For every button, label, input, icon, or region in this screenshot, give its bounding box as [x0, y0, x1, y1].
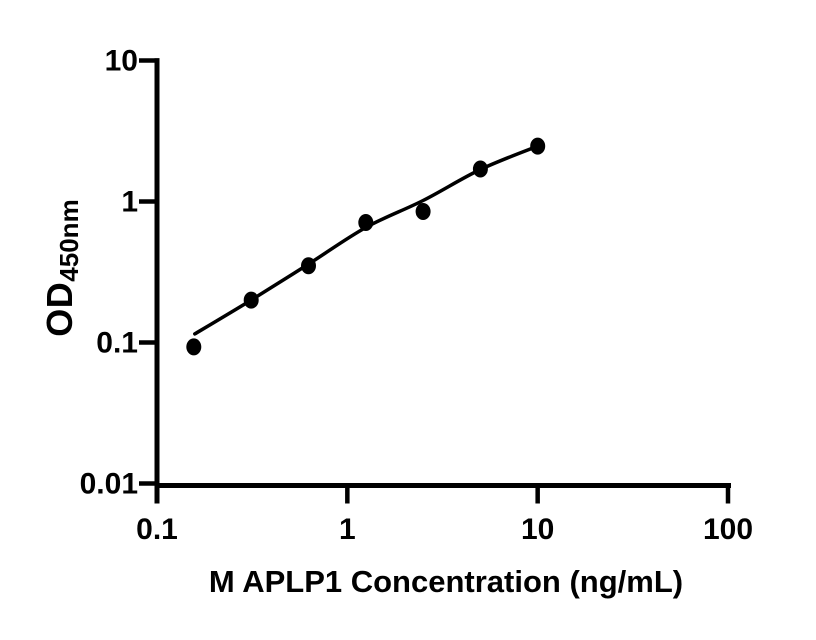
data-point-marker	[358, 214, 374, 231]
y-axis-title: OD450nm	[39, 199, 85, 336]
y-axis-title-subscript: 450nm	[53, 199, 84, 282]
data-point-marker	[472, 160, 488, 178]
data-point-marker	[186, 338, 202, 356]
y-tick-label: 0.01	[80, 468, 138, 501]
data-point-marker	[530, 137, 546, 155]
x-axis-title: M APLP1 Concentration (ng/mL)	[208, 564, 684, 599]
data-point-marker	[415, 203, 431, 220]
data-point-marker	[301, 257, 316, 275]
y-axis-title-main: OD	[39, 281, 81, 337]
data-point-marker	[243, 291, 259, 309]
x-tick-label: 0.1	[136, 513, 178, 546]
y-tick-label: 0.1	[96, 327, 138, 360]
x-tick-label: 1	[339, 513, 356, 546]
x-tick-label: 10	[521, 513, 554, 546]
y-tick-label: 1	[121, 186, 138, 219]
x-tick-label: 100	[703, 513, 753, 546]
y-tick-label: 10	[105, 45, 138, 78]
